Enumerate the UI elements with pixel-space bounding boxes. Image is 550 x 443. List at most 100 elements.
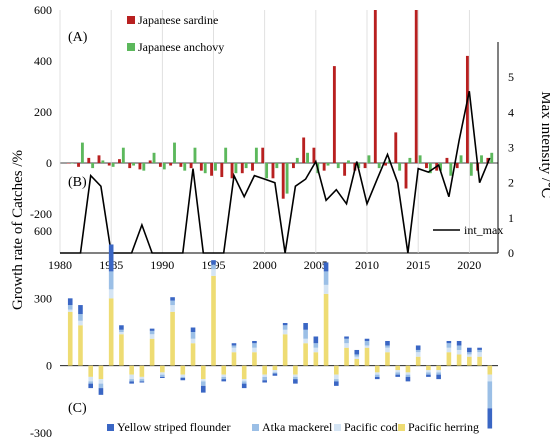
bar-atka	[477, 349, 482, 353]
legend-sardine-label: Japanese sardine	[138, 13, 218, 27]
bar-flounder	[67, 298, 73, 306]
bar-anchovy	[285, 163, 289, 194]
legend-int-max-label: int_max	[464, 223, 503, 237]
bar-sardine	[199, 163, 203, 171]
bar-cod	[426, 370, 431, 373]
bar-cod	[108, 289, 114, 299]
bar-sardine	[394, 132, 398, 163]
legend-flounder-label: Yellow striped flounder	[117, 420, 230, 434]
bar-anchovy	[91, 163, 95, 169]
b-right-tick-label: 3	[508, 141, 514, 155]
legend-anchovy-swatch	[127, 43, 135, 51]
bar-atka	[139, 379, 145, 382]
bar-flounder	[252, 340, 257, 344]
bar-anchovy	[142, 163, 146, 171]
bar-cod	[282, 329, 288, 335]
bar-cod	[385, 347, 390, 353]
bar-sardine	[271, 163, 275, 179]
bar-herring	[170, 311, 175, 366]
bar-sardine	[425, 163, 428, 169]
bar-sardine	[465, 55, 469, 163]
right-axis-title: Max intensity /℃	[538, 91, 550, 199]
bar-herring	[160, 365, 165, 373]
bar-sardine	[455, 163, 459, 169]
bar-herring	[272, 365, 278, 371]
int-max-line	[60, 91, 491, 254]
bar-cod	[467, 354, 472, 357]
bar-anchovy	[101, 160, 105, 163]
bar-sardine	[332, 66, 336, 163]
bar-herring	[467, 356, 472, 366]
bar-anchovy	[480, 155, 483, 163]
legend-cod-swatch	[334, 424, 341, 431]
bar-cod	[139, 376, 145, 380]
bar-atka	[262, 376, 267, 381]
bar-anchovy	[244, 163, 248, 169]
bar-herring	[129, 365, 134, 375]
bar-sardine	[404, 163, 408, 189]
bar-cod	[293, 374, 298, 377]
legend-atka-swatch	[252, 424, 259, 431]
bar-sardine	[158, 163, 162, 167]
bar-anchovy	[162, 163, 166, 170]
bar-herring	[282, 334, 288, 366]
bar-anchovy	[121, 147, 125, 163]
bar-atka	[160, 374, 165, 377]
bar-cod	[334, 374, 339, 380]
bar-cod	[477, 352, 482, 357]
bar-flounder	[282, 323, 288, 326]
bar-cod	[405, 372, 411, 375]
bar-herring	[190, 343, 196, 366]
bar-cod	[180, 374, 186, 377]
bar-atka	[241, 381, 247, 384]
bar-flounder	[160, 376, 165, 379]
bar-atka	[344, 338, 349, 344]
bar-flounder	[487, 408, 493, 429]
bar-atka	[282, 325, 288, 330]
bar-herring	[303, 343, 308, 366]
bar-herring	[139, 365, 145, 377]
bar-sardine	[210, 163, 214, 176]
bar-sardine	[322, 163, 326, 171]
bar-herring	[426, 365, 431, 371]
bar-cod	[354, 356, 360, 359]
b-right-tick-label: 4	[508, 105, 514, 119]
bar-flounder	[211, 260, 216, 265]
bar-flounder	[149, 328, 155, 331]
a-y-tick-label: -200	[30, 207, 52, 221]
bar-flounder	[88, 383, 94, 389]
bar-herring	[477, 356, 482, 366]
bar-herring	[446, 352, 452, 366]
bar-flounder	[231, 343, 237, 346]
c-y-tick-label: 0	[46, 359, 52, 373]
bar-flounder	[129, 381, 134, 384]
legend-atka-label: Atka mackerel	[262, 420, 333, 434]
bar-cod	[303, 338, 308, 344]
bar-atka	[395, 372, 401, 375]
bar-herring	[395, 365, 401, 371]
bar-cod	[415, 352, 421, 357]
bar-cod	[262, 374, 267, 377]
bar-anchovy	[306, 152, 309, 163]
bar-herring	[88, 365, 94, 377]
bar-anchovy	[418, 155, 422, 163]
bar-atka	[405, 374, 411, 377]
bar-sardine	[66, 163, 70, 164]
bar-anchovy	[347, 160, 350, 163]
bar-flounder	[385, 340, 390, 346]
bar-flounder	[139, 381, 145, 383]
bar-cod	[149, 334, 155, 339]
bar-anchovy	[336, 163, 340, 169]
bar-cod	[395, 370, 401, 373]
bar-cod	[67, 309, 73, 312]
bar-flounder	[344, 336, 349, 339]
b-x-tick-label: 2010	[355, 258, 379, 272]
bar-anchovy	[234, 163, 238, 174]
bar-herring	[293, 365, 298, 375]
bar-sardine	[312, 147, 316, 163]
bar-anchovy	[449, 163, 453, 176]
a-y-tick-label: 400	[34, 54, 52, 68]
bar-anchovy	[326, 163, 330, 166]
bar-cod	[487, 374, 493, 382]
bar-anchovy	[367, 155, 371, 163]
